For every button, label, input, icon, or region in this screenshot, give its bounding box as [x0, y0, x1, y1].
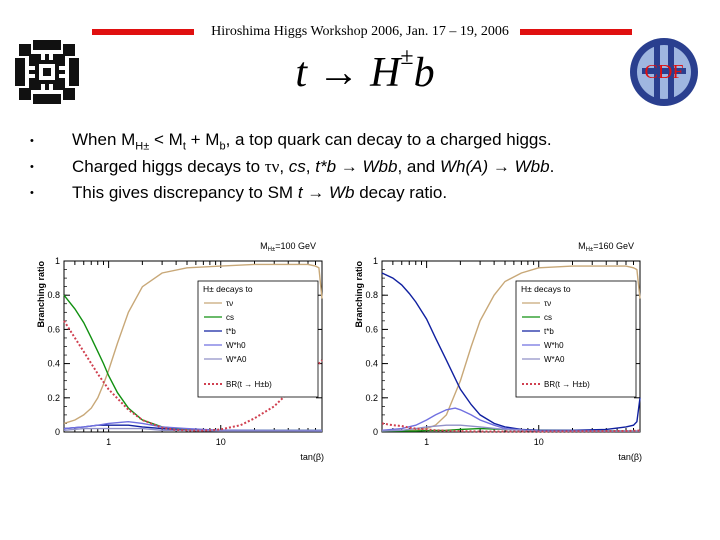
legend-label: BR(t → H±b)	[226, 380, 272, 389]
series-line-5	[63, 320, 323, 432]
legend-label: t*b	[226, 327, 236, 336]
bullet-2-text-c: ,	[305, 157, 316, 176]
formula-t: t	[295, 50, 308, 96]
series-line-3	[63, 420, 322, 432]
bullet-3-arrow: →	[302, 183, 329, 202]
legend-label: W*A0	[544, 355, 565, 364]
y-axis-label: Branching ratio	[354, 261, 364, 328]
y-tick-label: 0.8	[365, 290, 378, 300]
y-tick-label: 1	[373, 256, 378, 266]
series-line-3	[381, 407, 640, 432]
bullet-list: • When MH± < Mt + Mb, a top quark can de…	[28, 128, 708, 206]
series-line-2	[381, 272, 641, 432]
bullet-dot: •	[30, 161, 34, 173]
series-line-4	[381, 424, 640, 432]
bullet-item-3: • This gives discrepancy to SM t → Wb de…	[28, 180, 708, 206]
series-line-0	[63, 263, 323, 425]
x-tick-label: 10	[216, 437, 226, 447]
bullet-1-text-c: + M	[185, 129, 220, 149]
bullet-2-tb: t*b	[315, 157, 337, 176]
x-tick-label: 10	[534, 437, 544, 447]
x-axis-label: tan(β)	[618, 452, 642, 462]
legend-title: H± decays to	[521, 284, 571, 294]
header-red-bar-left	[92, 29, 194, 35]
bullet-2-arrow-a: →	[336, 157, 363, 176]
bullet-item-2: • Charged higgs decays to τν, cs, t*b → …	[28, 154, 708, 180]
y-tick-label: 0.4	[47, 359, 60, 369]
y-tick-label: 0	[373, 427, 378, 437]
bullet-dot: •	[30, 135, 34, 147]
y-tick-label: 0.2	[47, 393, 60, 403]
bullet-1-text-a: When M	[72, 129, 136, 149]
bullet-2-arrow-b: →	[488, 157, 515, 176]
chart-mh100-svg: MH±=100 GeV 0 0.2 0.4 0.6 0.8 1 1 10 tan(β) Branch…	[36, 241, 324, 462]
fermilab-logo	[15, 40, 79, 104]
formula-b: b	[413, 50, 435, 96]
bullet-1-sub-a: H±	[135, 140, 150, 153]
legend-title: H± decays to	[203, 284, 253, 294]
y-tick-label: 0.6	[365, 324, 378, 334]
legend-label: cs	[226, 313, 234, 322]
bullet-item-1: • When MH± < Mt + Mb, a top quark can de…	[28, 128, 708, 154]
bullet-3-wb: Wb	[329, 183, 355, 202]
legend-label: cs	[544, 313, 552, 322]
legend-label: W*h0	[226, 341, 246, 350]
bullet-2-text-b: ,	[279, 157, 289, 176]
bullet-1-sub-c: b	[219, 140, 226, 153]
bullet-1-text-b: < M	[149, 129, 183, 149]
cdf-logo-text: CDF	[645, 61, 684, 83]
y-tick-label: 0.8	[47, 290, 60, 300]
legend-box	[197, 280, 319, 398]
legend-label: BR(t → H±b)	[544, 380, 590, 389]
bullet-1-sub-b: t	[182, 140, 186, 153]
bullet-3-text-b: decay ratio.	[354, 183, 448, 202]
bullet-2-text-a: Charged higgs decays to	[72, 157, 265, 176]
legend-label: W*A0	[226, 355, 247, 364]
chart-title: MH±=100 GeV	[260, 241, 316, 253]
series-line-4	[63, 427, 322, 432]
legend-box	[515, 280, 637, 398]
bullet-2-taunu: τν	[264, 157, 280, 176]
series-line-5	[381, 422, 641, 433]
bullet-dot: •	[30, 187, 34, 199]
bullet-3-text-a: This gives discrepancy to SM	[72, 183, 298, 202]
bullet-2-text-e: .	[549, 157, 555, 176]
chart-mh160-svg: MH±=160 GeV 0 0.2 0.4 0.6 0.8 1 1 10 tan(β) Branch…	[354, 241, 642, 462]
x-axis-label: tan(β)	[300, 452, 324, 462]
decay-formula: t → H±b	[270, 44, 460, 97]
chart-title: MH±=160 GeV	[578, 241, 634, 253]
bullet-1-text-d: , a top quark can decay to a charged hig…	[225, 129, 552, 149]
y-tick-label: 0.6	[47, 324, 60, 334]
y-tick-label: 0	[55, 427, 60, 437]
bullet-2-wbb-b: Wbb	[514, 157, 550, 176]
x-tick-label: 1	[106, 437, 111, 447]
legend-label: W*h0	[544, 341, 564, 350]
y-tick-label: 0.2	[365, 393, 378, 403]
bullet-2-wbb-a: Wbb	[362, 157, 398, 176]
y-tick-label: 1	[55, 256, 60, 266]
header-red-bar-right	[520, 29, 632, 35]
legend-label: τν	[226, 299, 233, 308]
cdf-logo: CDF	[630, 38, 698, 106]
formula-charge: ±	[400, 44, 414, 70]
formula-arrow: →	[317, 50, 360, 96]
chart-mh100: MH±=100 GeV 0 0.2 0.4 0.6 0.8 1 1 10 tan(β) Branch…	[30, 235, 330, 470]
legend-label: τν	[544, 299, 551, 308]
bullet-2-cs: cs	[288, 157, 306, 176]
bullet-3-t: t	[297, 183, 303, 202]
y-tick-label: 0.4	[365, 359, 378, 369]
page-header: Hiroshima Higgs Workshop 2006, Jan. 17 –…	[211, 24, 509, 39]
bullet-2-wha: Wh(A)	[440, 157, 489, 176]
formula-H: H	[370, 50, 401, 96]
x-tick-label: 1	[424, 437, 429, 447]
legend-label: t*b	[544, 327, 554, 336]
chart-mh160: MH±=160 GeV 0 0.2 0.4 0.6 0.8 1 1 10 tan(β) Branch…	[348, 235, 648, 470]
y-axis-label: Branching ratio	[36, 261, 46, 328]
bullet-2-text-d: , and	[397, 157, 440, 176]
